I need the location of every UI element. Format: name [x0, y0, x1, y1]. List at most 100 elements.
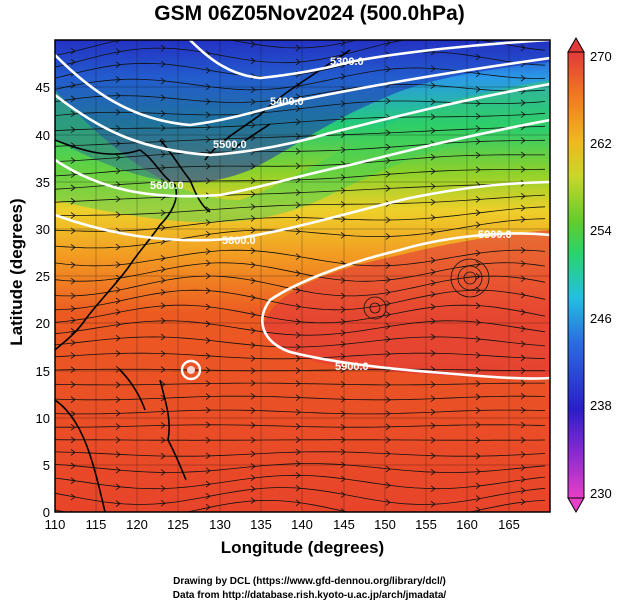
wind-arrow [115, 297, 121, 305]
wind-arrow [160, 277, 166, 284]
wind-arrow [205, 248, 211, 255]
wind-arrow [115, 466, 121, 474]
wind-arrow [475, 407, 481, 414]
wind-arrow [340, 146, 346, 154]
wind-arrow [205, 320, 211, 328]
x-axis-label: Longitude (degrees) [220, 538, 385, 557]
wind-arrow [205, 219, 211, 226]
typhoon-eye [180, 359, 202, 381]
wind-arrow [520, 216, 526, 223]
wind-arrow [250, 203, 256, 211]
x-tick-label: 155 [415, 517, 437, 532]
wind-arrow [250, 497, 256, 505]
wind-arrow [430, 317, 436, 325]
wind-arrow [475, 335, 481, 343]
x-tick-label: 120 [126, 517, 148, 532]
wind-arrow [430, 228, 436, 236]
y-tick-label: 20 [36, 316, 50, 331]
wind-arrow [160, 209, 166, 217]
wind-arrow [205, 259, 211, 267]
wind-arrow [70, 339, 76, 347]
wind-arrow [340, 215, 346, 223]
wind-arrow [205, 352, 211, 360]
wind-arrow [115, 286, 121, 294]
wind-arrow [430, 381, 436, 388]
wind-arrow [115, 108, 121, 116]
wind-arrow [385, 350, 391, 358]
wind-arrow [385, 157, 391, 164]
wind-arrow [115, 350, 121, 357]
wind-arrow [115, 451, 121, 458]
wind-arrow [430, 279, 436, 287]
wind-arrow [250, 294, 256, 302]
wind-arrow [160, 288, 166, 296]
wind-arrow [520, 464, 526, 471]
wind-arrow [295, 118, 301, 126]
wind-arrow [205, 272, 211, 280]
wind-arrow [295, 133, 301, 140]
contour-label-5600: 5600.0 [150, 180, 184, 192]
wind-arrow [205, 206, 211, 214]
wind-arrow [250, 422, 256, 429]
wind-arrow [70, 184, 76, 192]
wind-arrow [295, 367, 301, 374]
wind-arrow [250, 86, 256, 94]
wind-arrow [520, 44, 526, 52]
wind-arrow [340, 277, 346, 284]
wind-arrow [70, 366, 76, 373]
contour-label-5300: 5300.0 [330, 56, 364, 68]
vortex-east [450, 258, 490, 298]
wind-arrow [160, 436, 166, 444]
wind-arrow [70, 493, 76, 501]
x-tick-label: 115 [86, 517, 107, 532]
wind-arrow [250, 341, 256, 349]
wind-arrow [430, 257, 436, 264]
wind-arrow [475, 273, 481, 280]
wind-arrow [340, 410, 346, 418]
wind-arrow [250, 327, 256, 335]
wind-arrow [70, 212, 76, 219]
wind-arrow [70, 58, 76, 66]
y-tick-label: 40 [36, 128, 50, 143]
wind-arrow [295, 355, 301, 362]
wind-arrow [430, 98, 436, 106]
wind-arrow [475, 436, 481, 444]
wind-arrow [160, 266, 166, 273]
wind-arrow [520, 354, 526, 362]
wind-arrow [295, 499, 301, 507]
wind-arrow [250, 474, 256, 482]
wind-arrow [520, 151, 526, 159]
wind-arrow [430, 303, 436, 311]
wind-arrow [250, 190, 256, 198]
wind-arrow [160, 254, 166, 262]
credit-data-source: Data from http://database.rish.kyoto-u.a… [172, 590, 447, 601]
wind-arrow [70, 81, 76, 89]
wind-arrow [520, 476, 526, 483]
wind-arrow [475, 286, 481, 294]
wind-arrow [430, 422, 436, 429]
wind-arrow [161, 513, 165, 519]
wind-arrow [160, 422, 166, 429]
wind-arrow [385, 311, 391, 318]
wind-arrow [70, 227, 76, 235]
wind-arrow [295, 484, 301, 492]
wind-arrow [475, 260, 481, 268]
wind-arrow [520, 137, 526, 144]
wind-arrow [115, 211, 121, 219]
wind-arrow [250, 247, 256, 255]
wind-arrow [430, 113, 436, 121]
y-tick-label: 25 [36, 269, 50, 284]
wind-arrow [475, 380, 481, 388]
wind-arrow [205, 136, 211, 143]
wind-arrow [430, 127, 436, 135]
wind-arrow [205, 480, 211, 488]
wind-arrow [295, 408, 301, 416]
wind-arrow [115, 48, 121, 55]
wind-arrow [340, 366, 346, 374]
wind-arrow [520, 99, 526, 107]
wind-arrow [160, 333, 166, 341]
x-tick-label: 140 [291, 517, 313, 532]
wind-arrow [70, 292, 76, 300]
wind-arrow [430, 349, 436, 357]
wind-arrow [295, 93, 301, 101]
